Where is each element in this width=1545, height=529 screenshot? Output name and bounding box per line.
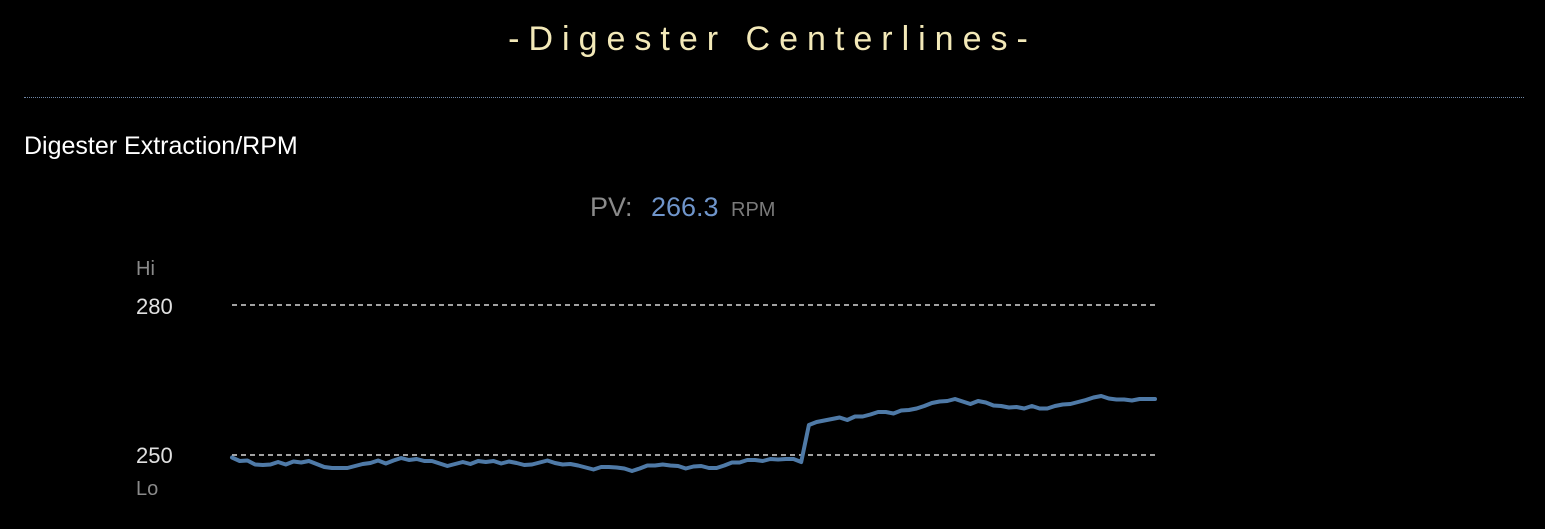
- hi-limit-value: 280: [136, 294, 173, 319]
- pv-label: PV:: [590, 192, 633, 222]
- page-title: -Digester Centerlines-: [508, 20, 1037, 58]
- rpm-trend-line: [230, 394, 1157, 473]
- pv-unit: RPM: [731, 199, 776, 221]
- hi-limit-label: Hi: [136, 258, 155, 280]
- section-title: Digester Extraction/RPM: [24, 132, 298, 160]
- lo-limit-value: 250: [136, 443, 173, 468]
- pv-readout: PV: 266.3 RPM: [590, 192, 775, 223]
- lo-limit-label: Lo: [136, 478, 159, 500]
- divider: [24, 97, 1524, 98]
- pv-value: 266.3: [650, 192, 719, 222]
